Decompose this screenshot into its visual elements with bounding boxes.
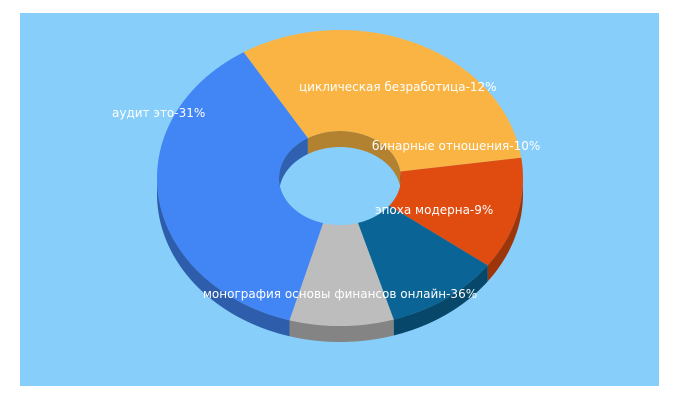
slice-4-side — [393, 265, 488, 336]
slice-1-inner-wall — [279, 138, 308, 194]
slice-5-side — [289, 319, 394, 342]
slice-1-side — [157, 178, 290, 337]
slice-3[interactable] — [389, 157, 523, 266]
slice-5[interactable] — [289, 222, 394, 326]
slice-1[interactable] — [157, 52, 324, 321]
slice-1-label: монография основы финансов онлайн-36% — [203, 287, 477, 301]
slice-4-label: бинарные отношения-10% — [372, 139, 540, 153]
slice-2-inner-wall — [307, 131, 401, 188]
donut-chart: монография основы финансов онлайн-36% ауд… — [20, 13, 659, 386]
slice-3-side — [487, 178, 523, 282]
slice-3-label: циклическая безработица-12% — [299, 80, 497, 94]
slice-2-label: аудит это-31% — [112, 106, 205, 120]
slice-4[interactable] — [357, 205, 488, 320]
slice-2[interactable] — [243, 30, 522, 172]
slice-5-label: эпоха модерна-9% — [375, 203, 493, 217]
chart-background: монография основы финансов онлайн-36% ауд… — [20, 13, 659, 386]
